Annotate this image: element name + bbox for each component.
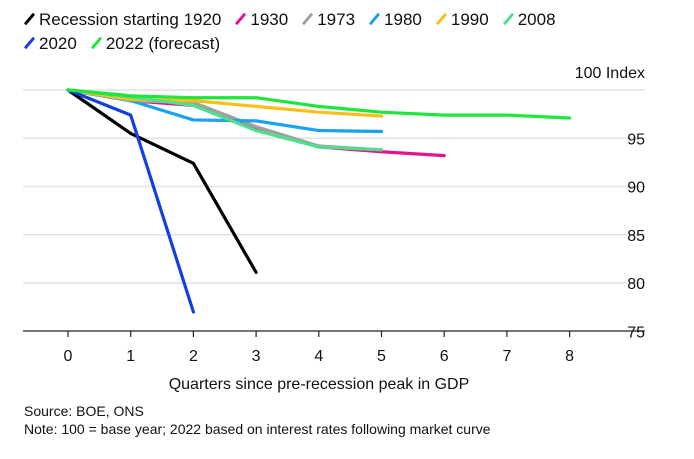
legend-label: Recession starting 1920 [39,10,222,29]
source-note: Source: BOE, ONS [24,403,144,419]
legend-label: 1990 [450,10,489,29]
y-tick-label: 85 [627,228,645,245]
series-line-1990 [66,88,384,118]
y-tick-label: 95 [627,131,645,148]
legend-item: 1990 [435,8,489,32]
x-ticks: 0 1 2 3 4 5 6 7 8 [64,331,574,365]
chart-footer: Source: BOE, ONS Note: 100 = base year; … [24,402,491,438]
x-tick-label: 5 [377,348,386,365]
legend-label: 1930 [250,10,289,29]
x-tick-label: 6 [440,348,449,365]
y-tick-label: 75 [627,324,645,341]
legend-item: 2022 (forecast) [90,32,221,56]
legend-item: Recession starting 1920 [23,8,222,32]
legend-label: 1973 [317,10,356,29]
series-line-forecast [66,88,572,120]
legend-item: 2020 [23,32,77,56]
legend-label: 2008 [517,10,556,29]
series-line-1920 [66,88,258,274]
gridlines [23,89,645,284]
series-line-2020 [66,88,195,314]
x-tick-label: 1 [126,348,135,365]
methodology-note: Note: 100 = base year; 2022 based on int… [24,421,491,437]
series-lines [66,88,572,314]
x-tick-label: 7 [502,348,511,365]
legend-item: 1980 [368,8,422,32]
x-tick-label: 2 [189,348,198,365]
y-tick-label: 80 [627,276,645,293]
x-tick-label: 0 [64,348,73,365]
y-axis-label: 100 Index [575,65,645,82]
legend-label: 2020 [39,34,77,53]
legend-item: 2008 [502,8,556,32]
chart-legend: Recession starting 1920 1930 1973 1980 1990 2… [23,8,684,56]
x-tick-label: 4 [314,348,323,365]
x-axis-title: Quarters since pre-recession peak in GDP [169,376,470,393]
legend-label: 2022 (forecast) [105,34,221,53]
x-tick-label: 8 [565,348,574,365]
x-tick-label: 3 [252,348,261,365]
y-ticks: 75 80 85 90 95 [627,131,645,341]
legend-label: 1980 [384,10,422,29]
legend-item: 1930 [235,8,288,32]
y-tick-label: 90 [627,180,645,197]
legend-item: 1973 [302,8,355,32]
